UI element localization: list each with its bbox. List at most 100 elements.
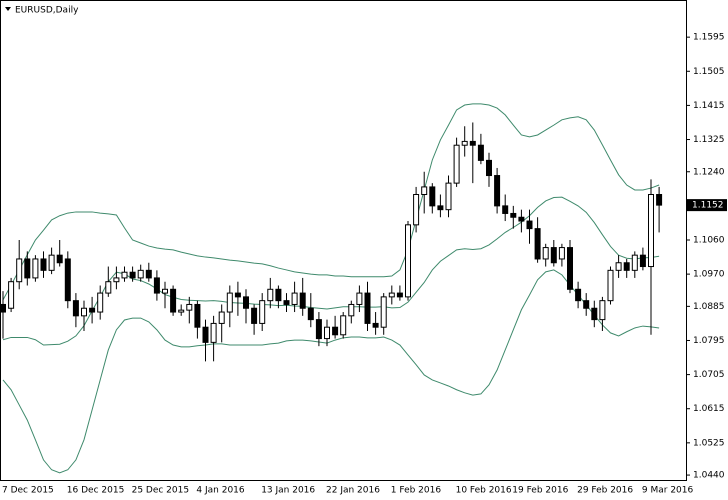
- candle-body: [526, 220, 533, 230]
- candle-body: [105, 281, 112, 294]
- candle-body: [388, 292, 395, 298]
- bollinger-line: [2, 196, 660, 346]
- candle-body: [40, 258, 47, 271]
- x-tick-label: 19 Feb 2016: [512, 486, 568, 496]
- candle: [477, 133, 484, 165]
- candle-body: [89, 307, 96, 313]
- x-tick-label: 13 Jan 2016: [261, 486, 315, 496]
- candle: [380, 293, 387, 335]
- y-tick-label: 1.1240: [693, 167, 725, 177]
- candle-body: [518, 216, 525, 222]
- candle-body: [81, 307, 87, 317]
- candle-body: [599, 300, 606, 321]
- candle: [291, 281, 298, 313]
- candle: [315, 312, 322, 347]
- candle: [486, 152, 492, 187]
- candle: [97, 285, 104, 320]
- candle-body: [445, 182, 452, 211]
- candle: [599, 296, 606, 331]
- candle-body: [364, 292, 371, 324]
- candle: [210, 315, 217, 362]
- candle-body: [631, 254, 638, 271]
- bollinger-line: [2, 103, 660, 301]
- candle: [623, 258, 630, 278]
- candle: [340, 312, 347, 339]
- candle: [575, 281, 582, 309]
- candle-body: [48, 254, 55, 271]
- candle-body: [372, 322, 379, 328]
- candle: [615, 255, 622, 278]
- bands: [2, 103, 660, 474]
- candle: [583, 293, 590, 316]
- candle: [648, 179, 654, 335]
- candle: [113, 266, 120, 290]
- candle-body: [356, 292, 363, 305]
- candle: [396, 285, 403, 301]
- candle-body: [137, 269, 144, 279]
- candle: [356, 285, 363, 313]
- candle: [639, 247, 646, 271]
- candle-body: [510, 212, 517, 218]
- candle-body: [178, 309, 185, 313]
- current-price-label: 1.1152: [692, 201, 724, 211]
- candle-body: [56, 254, 63, 264]
- candle: [364, 281, 371, 331]
- candle: [558, 243, 565, 267]
- candle: [283, 293, 290, 313]
- title-arrow: [5, 7, 11, 11]
- candle-body: [267, 288, 274, 302]
- candle-body: [251, 307, 258, 324]
- candle-body: [299, 292, 306, 309]
- y-tick-label: 1.1595: [693, 33, 725, 43]
- candle-body: [502, 205, 509, 214]
- candle: [405, 221, 411, 301]
- y-tick-label: 1.1325: [693, 135, 725, 145]
- candle: [550, 240, 557, 267]
- candle-body: [307, 307, 314, 321]
- candle-body: [275, 288, 282, 302]
- x-tick-label: 25 Dec 2015: [132, 486, 190, 496]
- candle: [494, 167, 501, 214]
- candle-body: [324, 326, 330, 340]
- candle: [518, 209, 525, 233]
- x-tick-label: 9 Mar 2016: [642, 486, 694, 496]
- candle-body: [97, 292, 104, 313]
- candle: [48, 247, 55, 275]
- candle-body: [461, 140, 468, 146]
- candle: [145, 262, 152, 282]
- chart-title: EURUSD,Daily: [15, 6, 79, 16]
- candle-body: [72, 300, 79, 317]
- candle: [186, 296, 193, 324]
- x-tick-label: 1 Feb 2016: [391, 486, 442, 496]
- candle-body: [469, 140, 476, 146]
- y-tick-label: 1.0615: [693, 404, 725, 414]
- candle-body: [575, 288, 582, 302]
- candle: [24, 251, 31, 286]
- candle-body: [113, 277, 120, 283]
- candle-body: [421, 186, 428, 196]
- candle: [591, 300, 598, 328]
- y-tick-label: 1.1505: [693, 67, 725, 77]
- candle: [178, 304, 185, 316]
- x-tick-label: 4 Jan 2016: [196, 486, 244, 496]
- candle-body: [558, 247, 565, 260]
- candle-body: [291, 292, 298, 305]
- candle-body: [24, 258, 31, 279]
- candle-body: [283, 300, 290, 305]
- candle-body: [145, 269, 152, 279]
- bollinger-line: [2, 269, 660, 474]
- candle: [429, 183, 436, 214]
- candle: [631, 251, 638, 278]
- candle: [16, 240, 23, 290]
- plot-frame: [0, 0, 687, 481]
- candle-body: [396, 292, 403, 298]
- candle-body: [8, 281, 15, 309]
- candle-body: [477, 144, 484, 161]
- candle-body: [550, 247, 557, 264]
- candle-body: [429, 186, 436, 207]
- candle: [226, 285, 233, 328]
- candle-body: [243, 296, 249, 309]
- candle: [234, 281, 241, 316]
- candle-body: [332, 326, 339, 336]
